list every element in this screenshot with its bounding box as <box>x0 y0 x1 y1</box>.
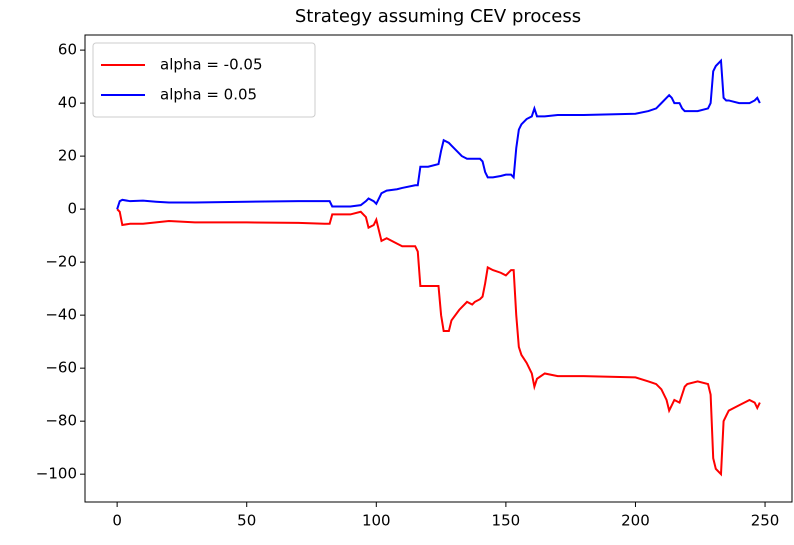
legend-label: alpha = 0.05 <box>160 86 257 104</box>
series-line <box>116 208 761 477</box>
y-tick-label: 20 <box>58 147 77 165</box>
y-tick-label: 0 <box>67 200 77 218</box>
x-tick-label: 200 <box>621 512 650 530</box>
y-tick-label: 60 <box>58 41 77 59</box>
series-line <box>116 58 761 210</box>
y-tick-label: −100 <box>36 465 77 483</box>
plot-frame <box>84 34 793 503</box>
x-tick-label: 150 <box>492 512 521 530</box>
chart-title: Strategy assuming CEV process <box>295 6 581 27</box>
x-tick-label: 100 <box>362 512 391 530</box>
y-tick-label: −60 <box>45 359 77 377</box>
y-tick-label: −40 <box>45 306 77 324</box>
y-tick-label: 40 <box>58 94 77 112</box>
x-tick-label: 50 <box>237 512 256 530</box>
x-tick-label: 250 <box>751 512 780 530</box>
legend-box <box>92 42 316 118</box>
x-tick-label: 0 <box>112 512 122 530</box>
legend-label: alpha = -0.05 <box>160 56 263 74</box>
y-tick-label: −20 <box>45 253 77 271</box>
y-tick-label: −80 <box>45 412 77 430</box>
